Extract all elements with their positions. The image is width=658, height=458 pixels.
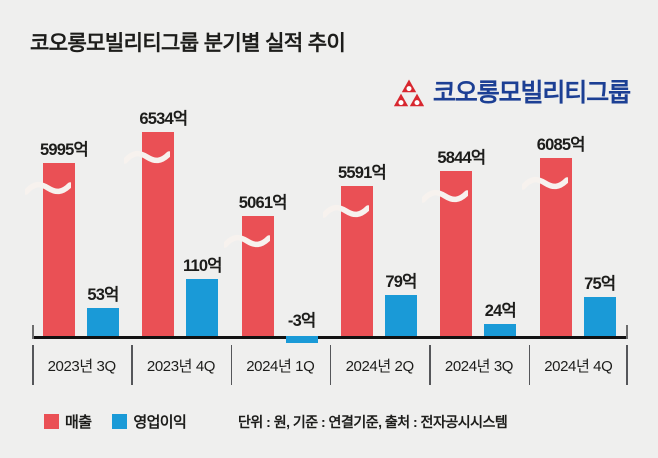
x-axis-line [32, 336, 628, 339]
operating-profit-bar [285, 336, 318, 343]
chart-legend: 매출 영업이익 [44, 411, 198, 432]
operating-profit-bar [87, 308, 119, 336]
revenue-value-label: 6534억 [139, 110, 188, 128]
category-label: 2024년 1Q [230, 341, 330, 389]
kolon-trefoil-icon [393, 79, 424, 107]
category-label: 2024년 3Q [429, 341, 528, 389]
legend-swatch [44, 414, 59, 429]
bar-chart-plot: 5995억 53억 6534억 110억 5061억 -3억 5591억 79억 5844억 24… [23, 110, 628, 343]
category-label: 2023년 3Q [32, 341, 131, 389]
category-axis: 2023년 3Q 2023년 4Q 2024년 1Q 2024년 2Q 2024년 3Q… [32, 341, 629, 389]
revenue-bar [341, 185, 373, 336]
revenue-bar [142, 132, 175, 336]
operating-profit-bar [583, 297, 616, 336]
operating-profit-bar [186, 278, 219, 336]
revenue-value-label: 5061억 [238, 194, 288, 212]
operating-profit-bar [484, 323, 517, 336]
bar-group: 5591억 79억 [321, 118, 429, 336]
legend-swatch [112, 414, 128, 429]
category-label: 2024년 2Q [329, 341, 429, 389]
operating-profit-value-label: 110억 [183, 256, 222, 275]
operating-profit-value-label: 53억 [87, 286, 119, 305]
page-title: 코오롱모빌리티그룹 분기별 실적 추이 [30, 32, 346, 55]
revenue-value-label: 5995억 [40, 140, 89, 159]
operating-profit-bar [385, 294, 417, 336]
operating-profit-value-label: 79억 [385, 272, 417, 291]
operating-profit-value-label: -3억 [287, 312, 316, 330]
brand-name: 코오롱모빌리티그룹 [432, 78, 631, 107]
legend-item: 매출 [44, 411, 92, 432]
revenue-value-label: 6085억 [536, 135, 586, 154]
brand-logo: 코오롱모빌리티그룹 [393, 76, 631, 110]
bar-group: 5061억 -3억 [221, 118, 330, 343]
revenue-bar [539, 157, 572, 336]
bar-group: 6534억 110억 [122, 110, 230, 336]
legend-item: 영업이익 [112, 411, 187, 432]
category-label: 2024년 4Q [528, 341, 629, 389]
revenue-value-label: 5591억 [338, 163, 387, 182]
source-note: 단위 : 원, 기준 : 연결기준, 출처 : 전자공시시스템 [238, 414, 508, 430]
operating-profit-value-label: 75억 [584, 275, 616, 293]
legend-label: 영업이익 [133, 414, 187, 431]
revenue-bar [43, 162, 75, 336]
category-label: 2023년 4Q [131, 341, 230, 389]
bar-group: 6085억 75억 [519, 118, 628, 336]
legend-label: 매출 [65, 414, 92, 431]
bar-group: 5995억 53억 [23, 118, 131, 336]
revenue-value-label: 5844억 [437, 149, 486, 168]
axis-tick-right [626, 325, 628, 339]
axis-tick-left [32, 325, 34, 339]
operating-profit-value-label: 24억 [484, 301, 517, 320]
